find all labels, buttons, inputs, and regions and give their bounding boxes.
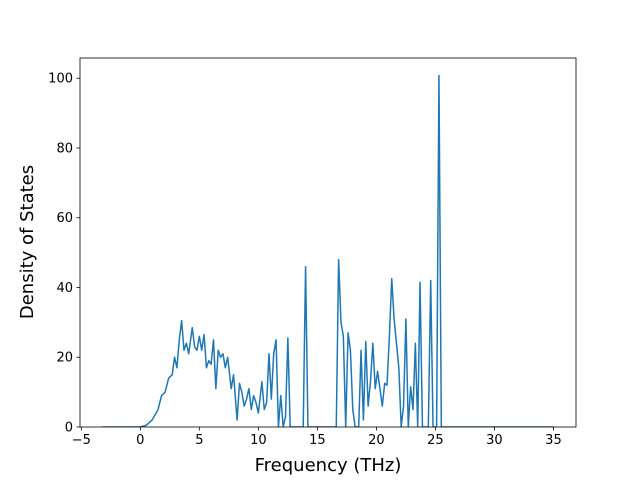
x-tick-label: 10 (250, 433, 267, 448)
y-axis-label: Density of States (17, 165, 38, 319)
x-tick-label: 30 (486, 433, 503, 448)
y-tick-label: 20 (56, 351, 73, 366)
x-tick-label: 0 (136, 433, 144, 448)
y-tick-label: 40 (56, 281, 73, 296)
y-tick-label: 80 (56, 141, 73, 156)
x-tick-label: 25 (427, 433, 444, 448)
x-tick-label: 20 (368, 433, 385, 448)
data-line (102, 74, 554, 427)
x-tick-label: 5 (195, 433, 203, 448)
y-tick-label: 60 (56, 211, 73, 226)
y-tick-label: 0 (65, 421, 73, 436)
x-tick-label: 15 (309, 433, 326, 448)
x-tick-label: 35 (545, 433, 562, 448)
x-tick-label: −5 (72, 433, 91, 448)
x-axis-label: Frequency (THz) (255, 455, 402, 476)
plot-frame (79, 57, 577, 428)
y-tick-label: 100 (48, 72, 73, 87)
